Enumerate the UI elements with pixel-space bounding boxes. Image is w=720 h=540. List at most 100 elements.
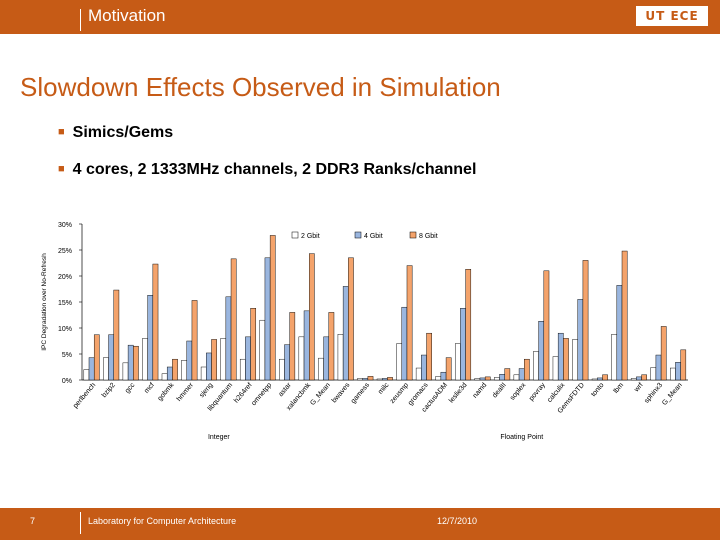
bar-4-gbit [362, 378, 369, 381]
bar-4-gbit [88, 357, 95, 381]
bar-2-gbit [122, 362, 129, 381]
bar-8-gbit [289, 312, 296, 381]
bar-2-gbit [670, 367, 676, 381]
bar-2-gbit [513, 374, 520, 381]
footer-divider [80, 512, 81, 534]
bar-2-gbit [357, 378, 363, 381]
bar-8-gbit [93, 334, 100, 381]
bar-8-gbit [426, 332, 432, 381]
bar-8-gbit [504, 368, 511, 381]
bar-4-gbit [225, 296, 232, 381]
bar-2-gbit [572, 339, 578, 381]
bar-4-gbit [264, 257, 271, 381]
bar-4-gbit [499, 374, 505, 381]
bar-2-gbit [630, 378, 637, 381]
ipc-degradation-chart: 0% 5% 10% 15% 20% 25% 30% IPC Degradation over … [41, 222, 688, 441]
x-tick-label: bwaves [331, 381, 352, 404]
bar-2-gbit [533, 351, 539, 381]
x-tick-label: G_Mean [661, 382, 684, 407]
y-axis-label: IPC Degradation over No-Refresh [41, 253, 48, 351]
bar-8-gbit [367, 376, 374, 381]
bar-8-gbit [641, 374, 647, 381]
x-tick-label: bzip2 [101, 382, 117, 399]
bar-4-gbit [166, 366, 173, 381]
bar-4-gbit [518, 368, 525, 381]
bar-2-gbit [103, 357, 109, 381]
bar-2-gbit [142, 338, 148, 381]
x-tick-label: hmmer [176, 381, 196, 403]
bar-8-gbit [524, 358, 530, 381]
bullet-marker-icon: ■ [58, 163, 65, 175]
header-divider [80, 9, 81, 31]
bar-2-gbit [396, 343, 402, 381]
bar-2-gbit [552, 356, 559, 381]
bar-4-gbit [342, 286, 349, 381]
x-tick-label: astar [277, 381, 293, 398]
bar-4-gbit [186, 340, 193, 381]
bar-8-gbit [230, 258, 237, 381]
x-tick-label: perlbench [72, 382, 97, 410]
x-tick-label: wrf [633, 382, 645, 394]
bar-4-gbit [636, 376, 642, 381]
x-tick-label: gobmk [157, 381, 176, 402]
y-tick-label: 25% [58, 248, 72, 255]
bar-4-gbit [577, 299, 584, 381]
bar-4-gbit [557, 332, 564, 381]
bar-8-gbit [309, 253, 315, 381]
bar-2-gbit [337, 334, 344, 381]
bar-4-gbit [303, 310, 310, 381]
x-tick-label: sjeng [198, 382, 214, 399]
bar-8-gbit [602, 374, 608, 381]
bar-2-gbit [239, 358, 246, 381]
bar-4-gbit [440, 371, 447, 381]
bar-8-gbit [563, 338, 569, 381]
bar-4-gbit [206, 352, 212, 381]
bar-2-gbit [298, 336, 305, 381]
x-tick-label: soplex [509, 381, 528, 401]
bullet-text: Simics/Gems [72, 124, 174, 141]
x-tick-label: mcf [143, 382, 156, 395]
y-tick-label: 10% [58, 326, 72, 333]
bar-2-gbit [591, 378, 598, 381]
bar-2-gbit [161, 373, 168, 381]
x-tick-label: leslie3d [448, 382, 469, 405]
bar-2-gbit [454, 343, 461, 381]
bar-8-gbit [406, 265, 413, 381]
bar-2-gbit [611, 334, 618, 381]
y-tick-label: 30% [58, 222, 72, 229]
bar-4-gbit [323, 336, 330, 381]
y-tick-label: 20% [58, 274, 72, 281]
footer-lab-name: Laboratory for Computer Architecture [88, 516, 237, 526]
bar-8-gbit [269, 235, 276, 381]
bar-4-gbit [538, 321, 545, 381]
legend-swatch [409, 231, 417, 239]
bar-2-gbit [494, 377, 500, 381]
bar-4-gbit [460, 308, 466, 381]
y-tick-label: 15% [58, 300, 72, 307]
bar-8-gbit [328, 312, 335, 381]
x-tick-label: omnetpp [250, 382, 273, 407]
bar-2-gbit [650, 367, 657, 381]
bar-8-gbit [465, 269, 472, 381]
bar-4-gbit [245, 336, 251, 381]
legend-label: 2 Gbit [301, 233, 320, 240]
bullet-item: ■ 4 cores, 2 1333MHz channels, 2 DDR3 Ran… [58, 161, 476, 179]
bar-8-gbit [191, 300, 198, 381]
bar-8-gbit [348, 257, 354, 381]
bar-2-gbit [83, 369, 90, 381]
bar-4-gbit [127, 344, 134, 381]
bar-8-gbit [484, 376, 491, 381]
bar-4-gbit [108, 334, 114, 381]
legend-label: 4 Gbit [364, 233, 383, 240]
bar-8-gbit [387, 377, 393, 381]
bar-2-gbit [474, 378, 481, 381]
bar-8-gbit [172, 358, 178, 381]
ut-ece-logo: UT ECE [636, 6, 708, 26]
bar-2-gbit [279, 358, 285, 381]
x-tick-label: tonto [590, 382, 605, 399]
y-tick-label: 5% [62, 352, 72, 359]
bar-8-gbit [250, 308, 257, 381]
y-tick-label: 0% [62, 378, 72, 385]
x-tick-label: dealII [491, 382, 507, 400]
bar-2-gbit [318, 357, 324, 381]
